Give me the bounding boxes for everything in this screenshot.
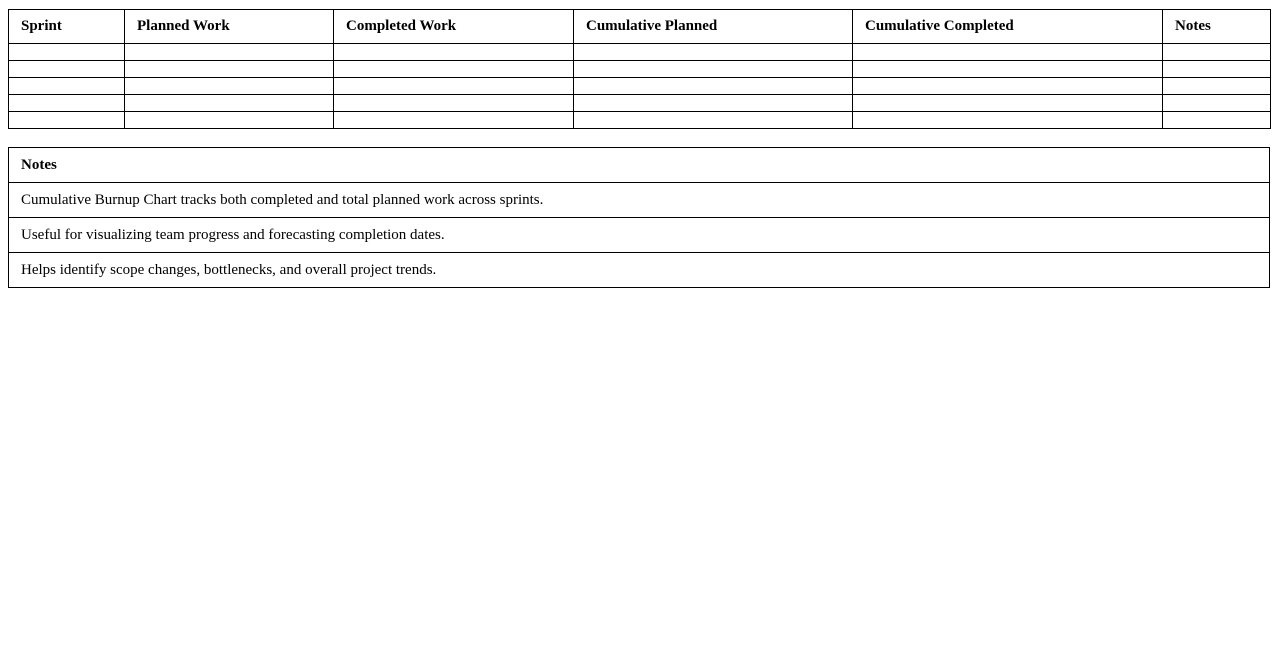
header-row: Sprint Planned Work Completed Work Cumul…	[8, 9, 1271, 44]
empty-row	[8, 60, 1271, 78]
note-row: Helps identify scope changes, bottleneck…	[8, 252, 1270, 288]
note-row: Cumulative Burnup Chart tracks both comp…	[8, 182, 1270, 218]
note: Useful for visualizing team progress and…	[8, 217, 1270, 253]
empty-row	[8, 77, 1271, 95]
column-header: Notes	[1162, 9, 1271, 44]
empty-row	[8, 94, 1271, 112]
empty-row	[8, 111, 1271, 129]
header-row: Notes	[8, 147, 1270, 183]
column-header: Planned Work	[124, 9, 334, 44]
notes-table: Notes Cumulative Burnup Chart tracks bot…	[8, 147, 1270, 288]
column-header: Cumulative Completed	[852, 9, 1163, 44]
notes-title: Notes	[8, 147, 1270, 183]
note: Cumulative Burnup Chart tracks both comp…	[8, 182, 1270, 218]
column-header: Sprint	[8, 9, 125, 44]
note: Helps identify scope changes, bottleneck…	[8, 252, 1270, 288]
column-header: Cumulative Planned	[573, 9, 853, 44]
empty-row	[8, 43, 1271, 61]
sprint-table: Sprint Planned Work Completed Work Cumul…	[8, 9, 1271, 129]
column-header: Completed Work	[333, 9, 574, 44]
note-row: Useful for visualizing team progress and…	[8, 217, 1270, 253]
